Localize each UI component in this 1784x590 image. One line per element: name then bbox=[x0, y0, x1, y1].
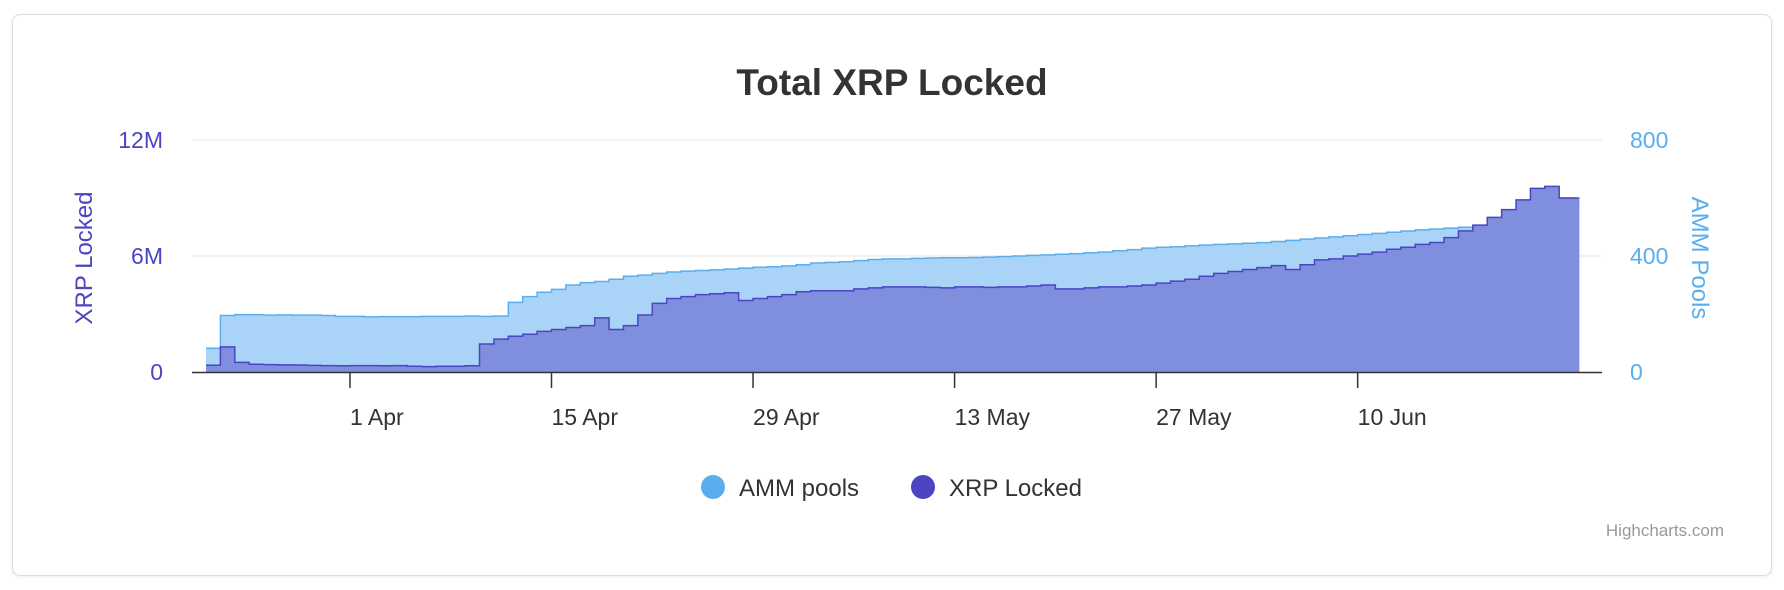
y-axis-left: 0 6M 12M bbox=[118, 127, 163, 385]
legend-marker-amm-pools bbox=[701, 475, 725, 499]
series-area-xrp-locked[interactable] bbox=[206, 186, 1580, 372]
series-areas bbox=[206, 185, 1580, 372]
x-axis: 1 Apr 15 Apr 29 Apr 13 May 27 May 10 Jun bbox=[192, 371, 1602, 430]
y-right-tick-label: 400 bbox=[1630, 243, 1668, 269]
x-tick-label: 10 Jun bbox=[1358, 404, 1427, 430]
legend: AMM pools XRP Locked bbox=[701, 475, 1082, 502]
y-axis-right: 0 400 800 bbox=[1630, 127, 1668, 385]
x-tick-label: 29 Apr bbox=[753, 404, 820, 430]
x-tick-label: 15 Apr bbox=[552, 404, 619, 430]
y-left-tick-label: 12M bbox=[118, 127, 163, 153]
y-axis-left-title: XRP Locked bbox=[71, 192, 98, 325]
y-left-tick-label: 6M bbox=[131, 243, 163, 269]
legend-item-amm-pools[interactable]: AMM pools bbox=[701, 475, 859, 502]
series-line-xrp-locked bbox=[206, 185, 1580, 368]
y-right-tick-label: 800 bbox=[1630, 127, 1668, 153]
credits-link[interactable]: Highcharts.com bbox=[1606, 521, 1724, 540]
legend-marker-xrp-locked bbox=[911, 475, 935, 499]
x-tick-label: 27 May bbox=[1156, 404, 1232, 430]
y-left-tick-label: 0 bbox=[150, 359, 163, 385]
series-line-amm-pools bbox=[206, 197, 1580, 349]
x-tick-label: 13 May bbox=[955, 404, 1031, 430]
y-right-tick-label: 0 bbox=[1630, 359, 1643, 385]
y-axis-right-title: AMM Pools bbox=[1686, 197, 1713, 320]
chart-title: Total XRP Locked bbox=[736, 62, 1047, 103]
legend-label-amm-pools: AMM pools bbox=[739, 475, 859, 502]
x-tick-label: 1 Apr bbox=[350, 404, 404, 430]
legend-item-xrp-locked[interactable]: XRP Locked bbox=[911, 475, 1082, 502]
legend-label-xrp-locked: XRP Locked bbox=[949, 475, 1082, 502]
